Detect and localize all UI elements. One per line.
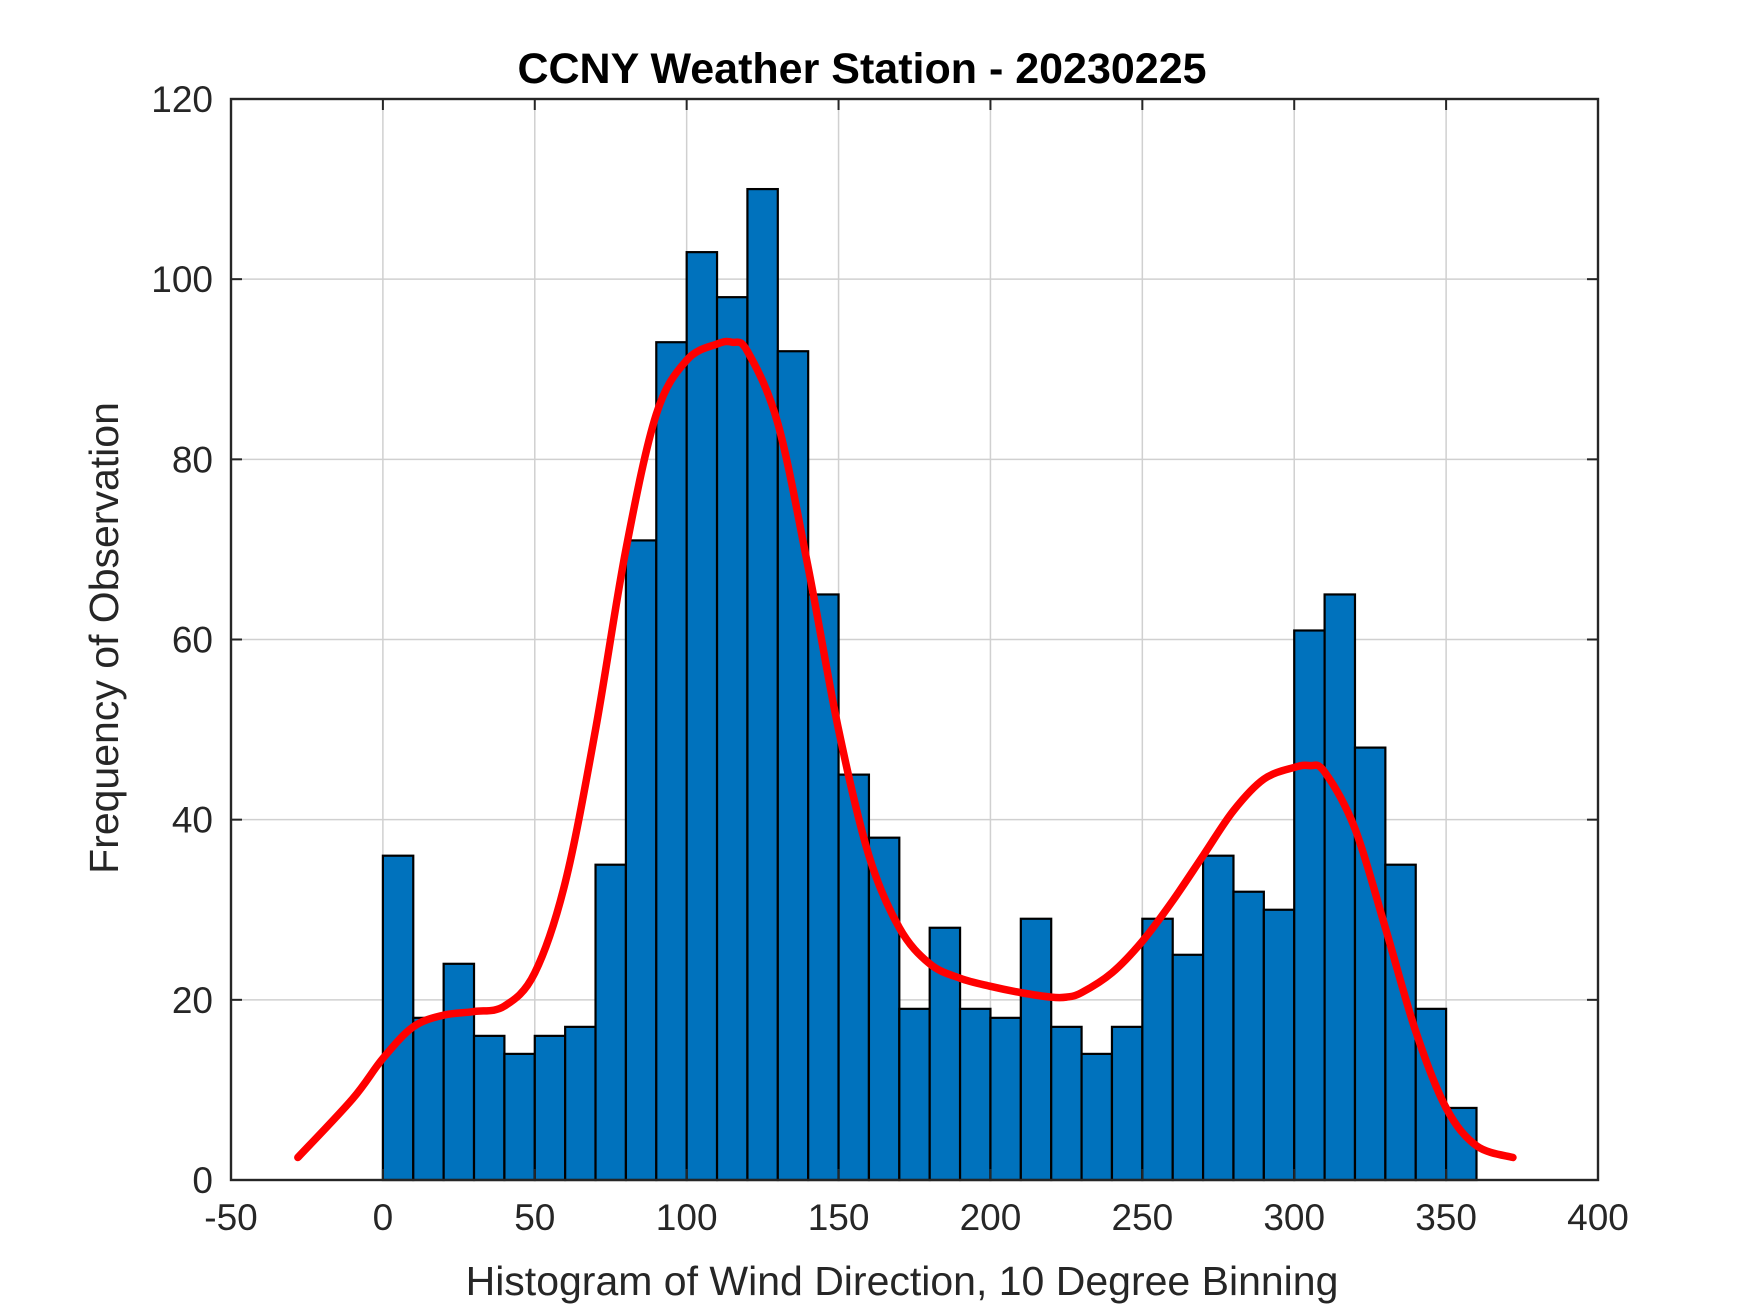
- histogram-bar-120: [746, 187, 779, 1182]
- histogram-bar-10: [412, 1016, 445, 1182]
- histogram-bar-270: [1201, 854, 1235, 1182]
- histogram-bar-240: [1110, 1025, 1144, 1182]
- x-axis-label: Histogram of Wind Direction, 10 Degree B…: [466, 1258, 1339, 1304]
- histogram-bar-200: [989, 1016, 1022, 1182]
- y-tick-label-60: 60: [172, 620, 213, 661]
- histogram-bar-210: [1019, 917, 1053, 1182]
- y-tick-label-120: 120: [151, 79, 213, 120]
- histogram-bar-300: [1293, 629, 1326, 1182]
- y-tick-label-100: 100: [151, 259, 213, 300]
- y-tick-label-0: 0: [192, 1160, 213, 1201]
- x-tick-label-0: 0: [373, 1197, 394, 1238]
- histogram-bar-290: [1262, 908, 1296, 1182]
- histogram-bar-40: [503, 1052, 536, 1182]
- x-tick-label--50: -50: [204, 1197, 257, 1238]
- x-tick-label-400: 400: [1567, 1197, 1629, 1238]
- histogram-bar-320: [1353, 746, 1387, 1182]
- histogram-bar-140: [807, 593, 840, 1182]
- histogram-bar-260: [1171, 953, 1205, 1182]
- histogram-bar-100: [685, 251, 719, 1182]
- histogram-bar-30: [472, 1034, 506, 1182]
- x-tick-label-300: 300: [1263, 1197, 1325, 1238]
- histogram-bar-230: [1080, 1052, 1114, 1182]
- chart-title: CCNY Weather Station - 20230225: [517, 45, 1206, 93]
- histogram-bar-20: [442, 962, 476, 1182]
- histogram-bar-110: [715, 296, 749, 1182]
- histogram-bar-70: [594, 863, 628, 1182]
- histogram-bar-310: [1323, 593, 1357, 1182]
- histogram-bar-80: [624, 539, 658, 1182]
- fit-curve-line: [294, 337, 1517, 1162]
- histogram-bar-250: [1141, 917, 1174, 1182]
- x-tick-label-150: 150: [808, 1197, 870, 1238]
- x-tick-label-350: 350: [1415, 1197, 1477, 1238]
- axes: [229, 97, 1600, 1182]
- y-axis-label: Frequency of Observation: [81, 402, 127, 874]
- histogram-bar-60: [564, 1025, 597, 1182]
- fit-curve-layer: [294, 337, 1517, 1162]
- histogram-bar-50: [533, 1034, 567, 1182]
- histogram-bar-220: [1050, 1025, 1083, 1182]
- histogram-bar-190: [958, 1007, 992, 1182]
- histogram-bar-280: [1232, 890, 1265, 1182]
- tick-labels: -50 0 50 100 150 200 250 300 350 4000204060801001…: [151, 79, 1629, 1238]
- x-tick-label-100: 100: [656, 1197, 718, 1238]
- y-tick-label-40: 40: [172, 800, 213, 841]
- histogram-bars: [381, 187, 1478, 1182]
- y-tick-label-80: 80: [172, 439, 213, 480]
- x-tick-label-200: 200: [960, 1197, 1022, 1238]
- x-tick-label-50: 50: [514, 1197, 555, 1238]
- histogram-bar-90: [655, 341, 688, 1182]
- histogram-bar-0: [381, 854, 415, 1182]
- x-tick-label-250: 250: [1111, 1197, 1173, 1238]
- histogram-bar-170: [898, 1007, 931, 1182]
- y-tick-label-20: 20: [172, 980, 213, 1021]
